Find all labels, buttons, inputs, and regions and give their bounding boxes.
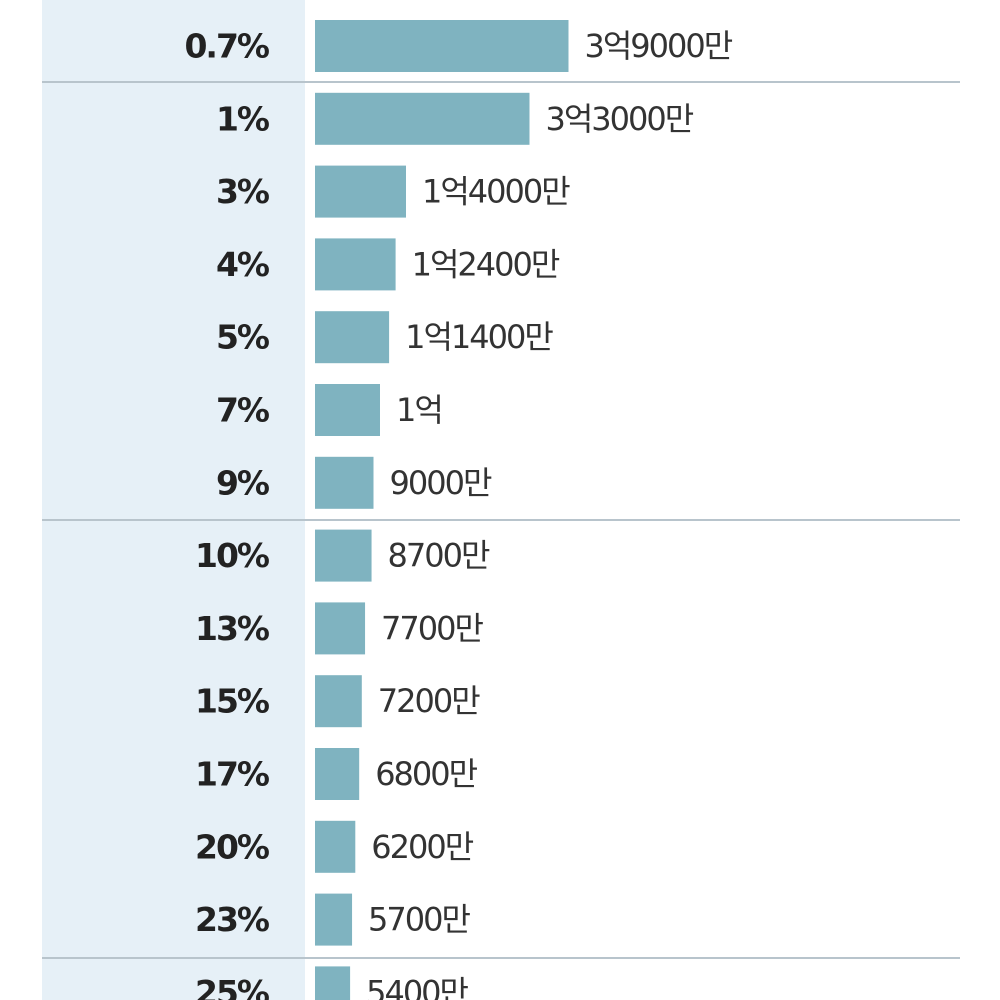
- bar: [315, 748, 360, 800]
- value-label: 1억1400만: [405, 318, 553, 356]
- value-label: 6200만: [371, 828, 473, 866]
- category-label: 9%: [216, 463, 270, 502]
- bar: [315, 165, 406, 218]
- value-label: 3억9000만: [585, 27, 733, 65]
- category-label: 15%: [195, 682, 270, 721]
- category-label: 1%: [216, 99, 270, 138]
- category-label: 25%: [195, 973, 270, 1000]
- category-label: 5%: [216, 318, 270, 357]
- category-label: 3%: [216, 172, 270, 211]
- value-label: 7200만: [378, 682, 480, 720]
- value-label: 5700만: [368, 901, 470, 939]
- value-label: 8700만: [388, 537, 490, 575]
- bar: [315, 238, 396, 291]
- category-label: 7%: [216, 391, 270, 430]
- bar: [315, 966, 351, 1000]
- bar: [315, 311, 390, 364]
- category-label: 0.7%: [184, 27, 269, 66]
- category-label: 17%: [195, 755, 270, 794]
- value-label: 1억: [396, 391, 442, 429]
- value-label: 6800만: [375, 755, 477, 793]
- bar: [315, 602, 366, 655]
- bar: [315, 820, 356, 873]
- category-label: 13%: [195, 609, 270, 648]
- category-label: 23%: [195, 900, 270, 939]
- value-label: 1억2400만: [412, 245, 560, 283]
- bar: [315, 92, 530, 145]
- bar: [315, 529, 372, 582]
- value-label: 7700만: [381, 609, 483, 647]
- value-label: 5400만: [366, 973, 468, 1000]
- label-panel: [42, 0, 305, 1000]
- category-label: 10%: [195, 536, 270, 575]
- value-label: 3억3000만: [546, 100, 694, 138]
- category-label: 4%: [216, 245, 270, 284]
- bar: [315, 893, 353, 946]
- bar: [315, 384, 380, 436]
- category-label: 20%: [195, 827, 270, 866]
- bar: [315, 456, 374, 509]
- value-label: 9000만: [390, 464, 492, 502]
- bar: [315, 20, 569, 72]
- bar: [315, 675, 362, 728]
- value-label: 1억4000만: [422, 173, 570, 211]
